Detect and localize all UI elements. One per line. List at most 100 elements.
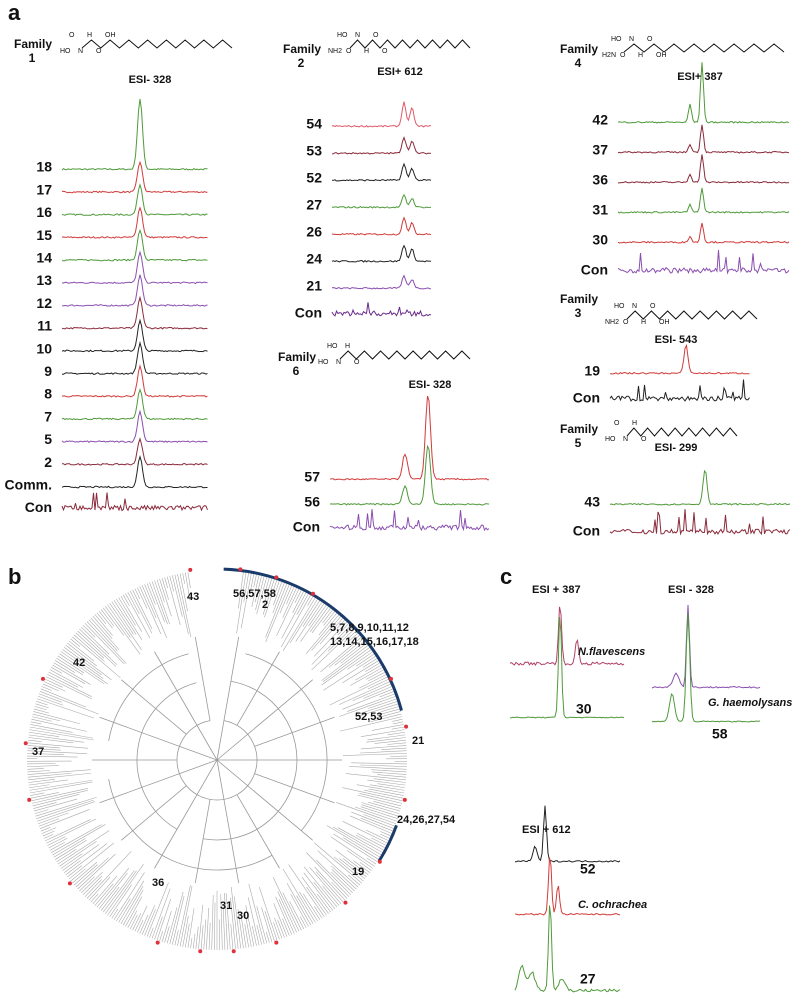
tree-leaf (27, 745, 61, 749)
tree-leaf (172, 895, 185, 945)
trace (62, 228, 208, 262)
tree-leaf (356, 832, 386, 849)
tree-leaf (37, 695, 64, 706)
tree-leaf (357, 703, 399, 717)
tree-leaf (144, 584, 167, 639)
tree-dot (274, 575, 279, 580)
tree-leaf (94, 883, 114, 906)
tree-leaf (244, 924, 249, 948)
tree-leaf (116, 898, 131, 922)
trace (331, 274, 431, 290)
tree-leaf (27, 755, 78, 758)
tree-leaf (237, 571, 244, 609)
family-name: Family (560, 292, 598, 306)
tree-leaf (360, 745, 407, 750)
tree-leaf (254, 575, 262, 603)
tree-leaf (278, 899, 295, 934)
tree-label: 52,53 (355, 711, 383, 723)
tree-leaf (77, 853, 116, 890)
tree-leaf (300, 604, 327, 642)
trace-label: 8 (44, 386, 52, 402)
trace (61, 492, 208, 512)
tree-leaf (109, 884, 132, 917)
tree-leaf (265, 583, 288, 638)
tree-leaf (280, 594, 312, 648)
tree-leaf (265, 584, 290, 643)
tree-leaf (47, 674, 92, 697)
tree-leaf (371, 769, 407, 773)
tree-leaf (102, 607, 124, 636)
tree-arc (136, 682, 197, 830)
tree-leaf (347, 651, 374, 670)
trace (331, 136, 432, 155)
tree-leaf (369, 784, 405, 791)
tree-leaf (362, 657, 378, 668)
tree-leaf (28, 784, 50, 789)
panel-label: c (500, 564, 512, 589)
tree-leaf (220, 893, 223, 950)
tree-leaf (347, 693, 396, 712)
tree-leaf (65, 644, 112, 681)
tree-leaf (282, 597, 316, 651)
tree-leaf (68, 640, 95, 662)
trace (61, 274, 208, 307)
tree-leaf (315, 871, 344, 903)
tree-leaf (161, 578, 169, 600)
tree-leaf (208, 922, 211, 950)
tree-leaf (46, 676, 93, 700)
trace (609, 469, 791, 506)
structure-bond (339, 350, 471, 360)
tree-leaf (139, 914, 149, 934)
tree-leaf (244, 913, 252, 947)
tree-leaf (137, 919, 144, 933)
tree-leaf (381, 747, 407, 750)
tree-leaf (67, 642, 97, 667)
tree-leaf (240, 573, 252, 629)
tree-leaf (62, 649, 104, 679)
tree-leaf (75, 632, 105, 659)
tree-leaf (224, 892, 228, 950)
tree-leaf (122, 594, 130, 607)
trace (617, 187, 790, 214)
tree-leaf (282, 587, 297, 618)
tree-leaf (105, 606, 141, 655)
trace (61, 206, 208, 239)
tree-leaf (230, 923, 234, 950)
sample-label: 30 (576, 701, 592, 717)
trace-label: 36 (592, 172, 608, 188)
tree-leaf (42, 830, 55, 837)
trace-label: 16 (36, 204, 52, 220)
tree-leaf (377, 774, 407, 778)
tree-leaf (381, 706, 400, 712)
panel-label: a (8, 0, 21, 25)
tree-leaf (365, 669, 385, 680)
tree-leaf (328, 638, 364, 668)
atom-label: O (346, 48, 352, 55)
trace-label: 26 (306, 224, 322, 240)
tree-leaf (323, 655, 377, 691)
tree-leaf (340, 642, 367, 664)
tree-leaf (27, 772, 72, 778)
tree-label: 31 (220, 900, 232, 912)
tree-leaf (311, 624, 352, 665)
trace-label: 57 (304, 469, 320, 485)
tree-leaf (347, 874, 361, 886)
tree-leaf (359, 862, 372, 871)
trace-label: Con (573, 390, 600, 406)
tree-leaf (392, 721, 404, 725)
trace-label: Comm. (5, 477, 52, 493)
atom-label: O (647, 36, 653, 43)
tree-leaf (27, 768, 44, 770)
trace (331, 216, 432, 236)
tree-leaf (79, 876, 95, 892)
atom-label: H (345, 343, 350, 350)
tree-leaf (38, 693, 62, 703)
tree-leaf (27, 763, 56, 765)
tree-branch (194, 799, 211, 884)
tree-leaf (320, 636, 362, 673)
tree-leaf (256, 924, 262, 945)
tree-leaf (376, 708, 401, 716)
tree-leaf (28, 734, 85, 743)
tree-leaf (261, 907, 273, 942)
tree-leaf (302, 600, 321, 627)
